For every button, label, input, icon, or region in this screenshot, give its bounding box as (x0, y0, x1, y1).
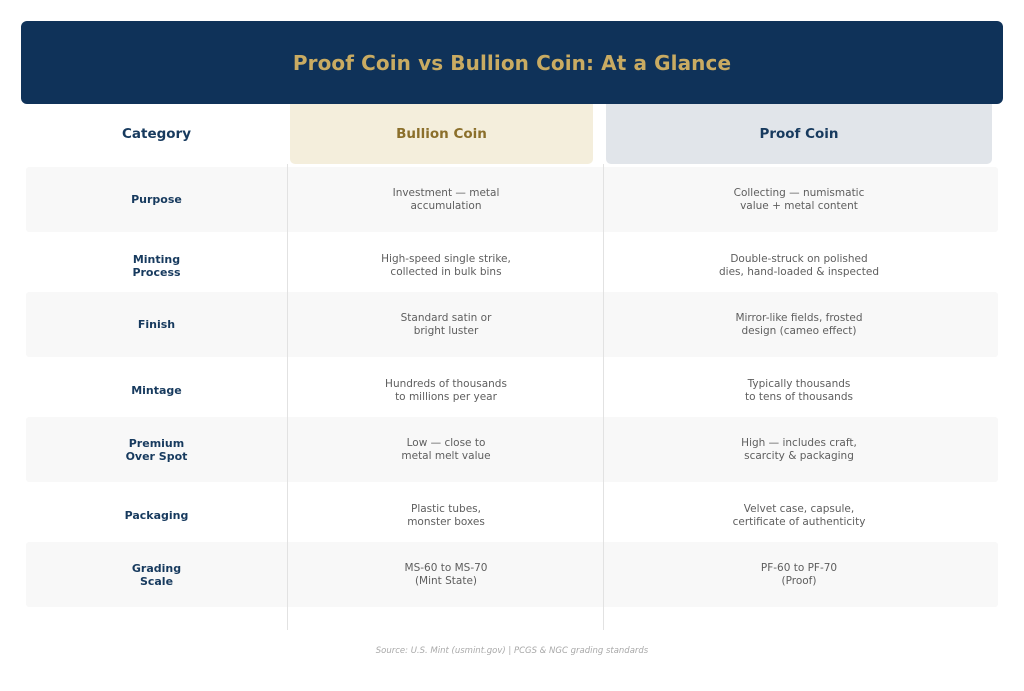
row-category: Minting Process (132, 252, 181, 279)
table-row-purpose: Purpose Investment — metal accumulation … (26, 167, 998, 232)
table-row-minting-process: Minting Process High-speed single strike… (26, 233, 998, 298)
row-bullion-value: Hundreds of thousands to millions per ye… (385, 377, 507, 403)
row-bullion-value: Low — close to metal melt value (401, 436, 491, 462)
title-banner: Proof Coin vs Bullion Coin: At a Glance (21, 21, 1003, 104)
row-bullion-value: Standard satin or bright luster (400, 311, 492, 337)
row-bullion-value: High-speed single strike, collected in b… (381, 252, 511, 278)
row-category: Packaging (124, 509, 189, 522)
row-proof-value: Velvet case, capsule, certificate of aut… (732, 502, 866, 528)
row-category: Purpose (131, 193, 182, 206)
page-title: Proof Coin vs Bullion Coin: At a Glance (292, 50, 732, 75)
column-header-bullion: Bullion Coin (290, 104, 593, 164)
row-bullion-value: Investment — metal accumulation (392, 186, 500, 212)
table-row-mintage: Mintage Hundreds of thousands to million… (26, 358, 998, 423)
row-bullion-value: MS-60 to MS-70 (Mint State) (404, 561, 488, 587)
row-proof-value: Mirror-like fields, frosted design (came… (735, 311, 863, 337)
column-header-category: Category (121, 126, 192, 142)
row-category: Grading Scale (131, 561, 182, 588)
row-category: Finish (137, 318, 176, 331)
row-bullion-value: Plastic tubes, monster boxes (407, 502, 485, 528)
table-row-grading-scale: Grading Scale MS-60 to MS-70 (Mint State… (26, 542, 998, 607)
row-proof-value: Double-struck on polished dies, hand-loa… (719, 252, 879, 278)
table-row-premium-over-spot: Premium Over Spot Low — close to metal m… (26, 417, 998, 482)
table-row-finish: Finish Standard satin or bright luster M… (26, 292, 998, 357)
row-proof-value: Typically thousands to tens of thousands (745, 377, 853, 403)
source-footnote: Source: U.S. Mint (usmint.gov) | PCGS & … (375, 646, 649, 656)
column-divider (603, 164, 604, 630)
row-proof-value: Collecting — numismatic value + metal co… (733, 186, 865, 212)
row-proof-value: PF-60 to PF-70 (Proof) (760, 561, 838, 587)
row-category: Mintage (131, 384, 182, 397)
column-divider (287, 164, 288, 630)
table-row-packaging: Packaging Plastic tubes, monster boxes V… (26, 483, 998, 548)
column-header-proof: Proof Coin (606, 104, 992, 164)
row-category: Premium Over Spot (125, 436, 188, 463)
row-proof-value: High — includes craft, scarcity & packag… (741, 436, 857, 462)
